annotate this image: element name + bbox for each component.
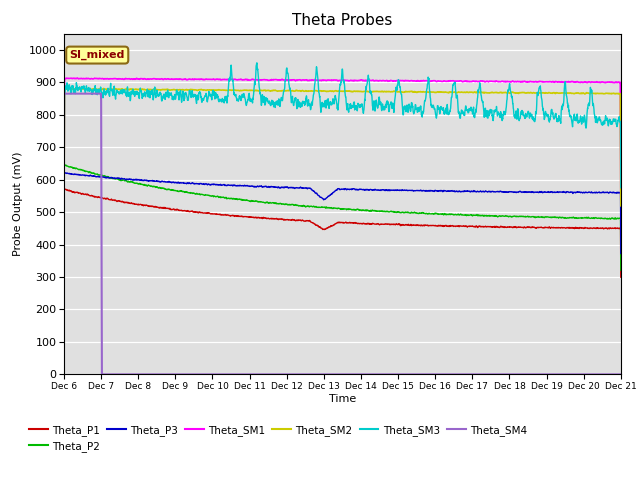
Theta_P2 [584,215,591,221]
Theta_SM2 [568,90,575,96]
Legend: Theta_P1, Theta_P2, Theta_P3, Theta_SM1, Theta_SM2, Theta_SM3, Theta_SM4: Theta_P1, Theta_P2, Theta_P3, Theta_SM1,… [25,420,531,456]
Theta_P1 [60,248,68,254]
Theta_SM4 [98,372,106,377]
Theta_P3 [568,189,575,195]
Theta_SM2 [83,85,91,91]
Theta_P3 [617,251,625,256]
Line: Theta_SM1: Theta_SM1 [64,78,621,199]
Line: Theta_SM3: Theta_SM3 [64,63,621,235]
Line: Theta_SM2: Theta_SM2 [64,88,621,206]
Theta_SM1 [74,75,81,81]
Line: Theta_P1: Theta_P1 [64,189,621,277]
Title: Theta Probes: Theta Probes [292,13,392,28]
Theta_P2 [60,232,68,238]
Theta_P1 [216,212,223,217]
Theta_SM2 [617,203,625,209]
Theta_P3 [371,187,379,192]
Line: Theta_SM4: Theta_SM4 [64,94,621,374]
Theta_SM3 [216,97,223,103]
Theta_P1 [617,274,625,280]
Theta_SM3 [617,185,625,191]
Theta_P2 [504,214,512,219]
Theta_SM2 [359,89,367,95]
X-axis label: Time: Time [329,394,356,404]
Theta_P1 [568,225,575,230]
Theta_P2 [216,194,223,200]
Theta_SM3 [504,88,512,94]
Text: SI_mixed: SI_mixed [70,50,125,60]
Theta_P2 [60,162,68,168]
Theta_SM4 [584,372,591,377]
Theta_P3 [584,190,591,195]
Theta_SM4 [371,372,379,377]
Theta_SM3 [359,107,367,113]
Theta_SM2 [504,90,512,96]
Theta_P3 [504,189,512,195]
Theta_P3 [60,170,68,176]
Theta_P1 [61,186,69,192]
Line: Theta_P2: Theta_P2 [64,165,621,270]
Theta_P2 [371,208,379,214]
Theta_SM2 [216,87,223,93]
Theta_P1 [504,224,512,230]
Theta_SM1 [359,78,367,84]
Theta_SM4 [568,372,575,377]
Theta_SM4 [617,372,625,377]
Theta_P1 [371,221,379,227]
Theta_P3 [216,182,223,188]
Theta_SM3 [371,107,379,112]
Theta_SM1 [504,79,512,84]
Theta_SM1 [584,80,591,85]
Theta_P2 [568,215,575,221]
Theta_SM4 [60,91,68,96]
Line: Theta_P3: Theta_P3 [64,173,621,253]
Theta_P2 [359,207,367,213]
Theta_P2 [617,267,625,273]
Theta_SM1 [568,79,575,84]
Theta_SM3 [60,232,68,238]
Theta_SM1 [216,76,223,82]
Theta_SM3 [568,119,575,124]
Theta_SM1 [60,194,68,200]
Theta_P3 [359,187,367,192]
Theta_SM2 [371,89,379,95]
Theta_SM1 [617,196,625,202]
Theta_SM3 [253,60,260,66]
Theta_P1 [584,225,591,231]
Y-axis label: Probe Output (mV): Probe Output (mV) [13,152,23,256]
Theta_SM4 [216,372,223,377]
Theta_P3 [60,237,68,243]
Theta_P1 [359,221,367,227]
Theta_SM3 [584,108,591,114]
Theta_SM4 [359,372,367,377]
Theta_SM2 [60,200,68,206]
Theta_SM2 [584,90,591,96]
Theta_SM4 [504,372,512,377]
Theta_SM1 [371,78,379,84]
